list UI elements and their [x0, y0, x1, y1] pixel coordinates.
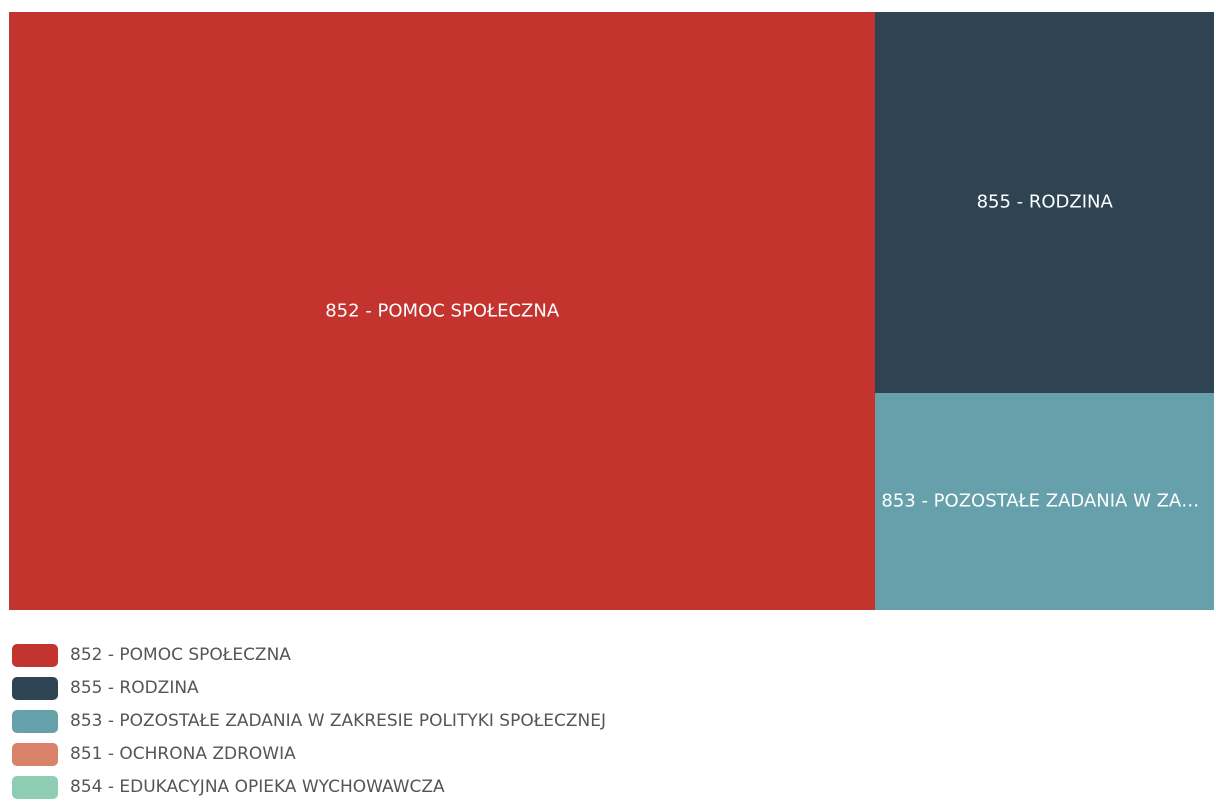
legend-swatch: [12, 676, 58, 700]
legend-label: 855 - RODZINA: [70, 678, 199, 698]
legend-label: 852 - POMOC SPOŁECZNA: [70, 645, 291, 665]
legend-label: 851 - OCHRONA ZDROWIA: [70, 744, 296, 764]
treemap-tile: 852 - POMOC SPOŁECZNA: [9, 12, 876, 610]
legend-swatch: [12, 643, 58, 667]
legend-item: 853 - POZOSTAŁE ZADANIA W ZAKRESIE POLIT…: [12, 709, 606, 733]
legend-label: 853 - POZOSTAŁE ZADANIA W ZAKRESIE POLIT…: [70, 711, 606, 731]
legend-item: 851 - OCHRONA ZDROWIA: [12, 742, 296, 766]
tile-label: 853 - POZOSTAŁE ZADANIA W ZAKRESIE POLIT…: [881, 490, 1208, 512]
legend-item: 854 - EDUKACYJNA OPIEKA WYCHOWAWCZA: [12, 775, 445, 799]
legend-item: 852 - POMOC SPOŁECZNA: [12, 643, 291, 667]
legend-swatch: [12, 742, 58, 766]
tile-label: 852 - POMOC SPOŁECZNA: [325, 300, 560, 322]
legend-item: 855 - RODZINA: [12, 676, 199, 700]
treemap-tile: 855 - RODZINA: [875, 12, 1214, 393]
legend-swatch: [12, 775, 58, 799]
treemap-tile: 853 - POZOSTAŁE ZADANIA W ZAKRESIE POLIT…: [875, 392, 1214, 610]
legend-label: 854 - EDUKACYJNA OPIEKA WYCHOWAWCZA: [70, 777, 445, 797]
legend-swatch: [12, 709, 58, 733]
tile-label: 855 - RODZINA: [976, 191, 1113, 213]
